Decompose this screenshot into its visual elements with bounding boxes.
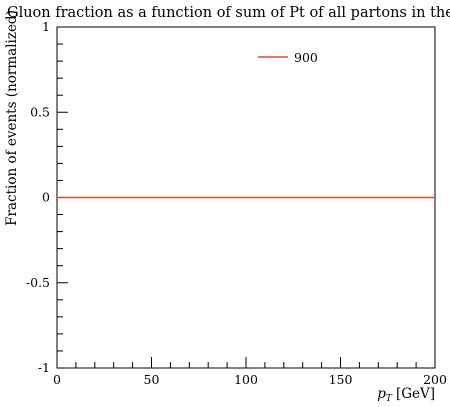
axis-ticks: 0 50 100 150 200 1 0.5 0 -0.5 -1 [26,19,447,387]
legend-label: 900 [294,50,318,65]
y-tick-label: -0.5 [26,275,50,290]
x-tick-label: 0 [53,372,61,387]
x-tick-label: 100 [234,372,258,387]
y-tick-label: 0 [42,190,50,205]
y-tick-label: 0.5 [30,104,50,119]
y-axis-label: Fraction of events (normalized) [4,10,20,226]
x-axis-label: pT [GeV] [377,386,435,404]
x-axis-label-main: p [377,386,386,402]
x-axis-label-sub: T [386,394,393,404]
chart-title: Gluon fraction as a function of sum of P… [7,5,450,21]
y-tick-label: 1 [42,19,50,34]
x-axis-label-unit: [GeV] [396,386,435,402]
y-tick-label: -1 [38,360,50,375]
x-tick-label: 50 [144,372,160,387]
x-tick-label: 200 [423,372,447,387]
legend: 900 [258,50,318,65]
x-tick-label: 150 [329,372,353,387]
